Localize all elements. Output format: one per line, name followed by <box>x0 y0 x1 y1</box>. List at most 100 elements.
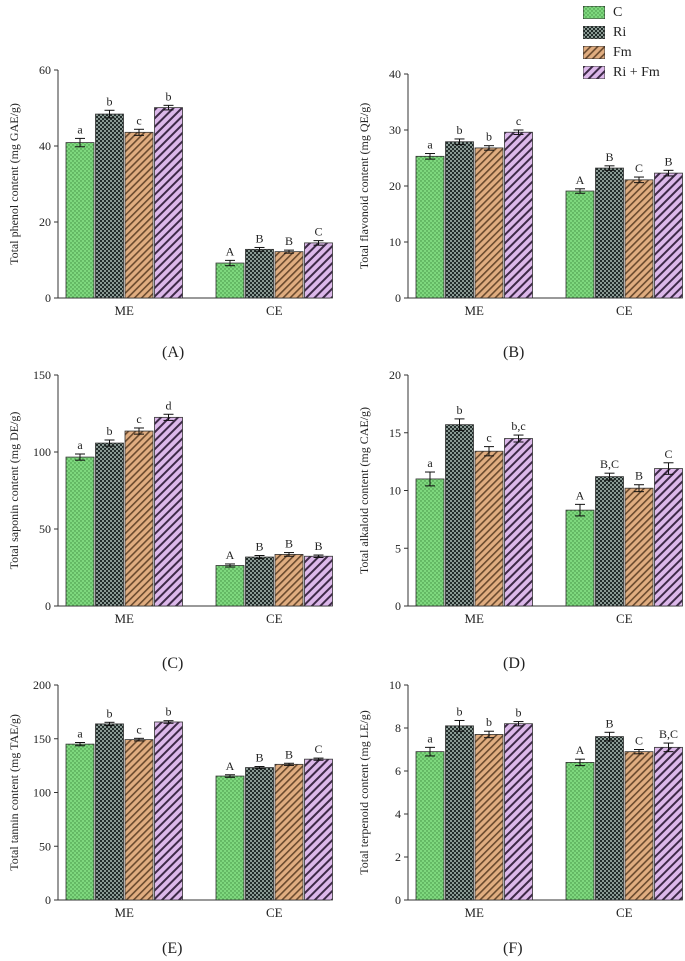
y-tick-label: 20 <box>39 215 51 229</box>
legend-label-c: C <box>613 5 623 20</box>
bar-fm-ce <box>274 554 304 607</box>
y-tick-label: 150 <box>33 368 51 382</box>
y-tick-label: 20 <box>389 179 401 193</box>
category-label: CE <box>616 611 633 626</box>
category-label: ME <box>115 303 135 318</box>
y-tick-label: 10 <box>389 484 401 498</box>
y-tick-label: 10 <box>389 235 401 249</box>
significance-letter: C <box>664 447 672 461</box>
bar-fm-me <box>124 739 154 901</box>
bar-fm-ce <box>274 251 304 299</box>
bar-c-ce <box>215 262 245 299</box>
significance-letter: B <box>255 539 263 553</box>
category-label: ME <box>115 905 135 920</box>
bar-rifm-ce <box>304 555 333 607</box>
category-label: CE <box>616 905 633 920</box>
bar-ri-ce <box>595 736 624 901</box>
legend-label-fm: Fm <box>613 45 632 60</box>
y-tick-label: 40 <box>389 67 401 81</box>
significance-letter: a <box>77 438 83 452</box>
significance-letter: A <box>226 759 235 773</box>
y-tick-label: 100 <box>33 445 51 459</box>
y-tick-label: 0 <box>45 893 51 907</box>
y-tick-label: 40 <box>39 139 51 153</box>
y-tick-label: 20 <box>389 368 401 382</box>
significance-letter: b <box>457 704 463 718</box>
legend-swatch-fm <box>583 46 605 59</box>
panel-label-f: (F) <box>503 940 523 957</box>
bar-fm-ce <box>624 179 654 299</box>
y-axis-title: Total flavonoid content (mg QE/g) <box>357 103 371 269</box>
bar-rifm-me <box>154 721 183 901</box>
y-tick-label: 0 <box>45 291 51 305</box>
category-label: ME <box>465 303 485 318</box>
y-tick-label: 50 <box>39 522 51 536</box>
legend-item-ri: Ri <box>583 24 683 44</box>
panel-label-c: (C) <box>162 655 184 672</box>
significance-letter: b <box>457 403 463 417</box>
bar-fm-me <box>124 131 154 299</box>
significance-letter: c <box>516 114 521 128</box>
y-tick-label: 2 <box>395 850 401 864</box>
significance-letter: B <box>285 747 293 761</box>
legend-item-fm: Fm <box>583 44 683 64</box>
bar-c-ce <box>215 565 245 607</box>
chart-panel-3: 0 50 100 150 Total saponin content (mg DE/g)… <box>7 368 333 626</box>
significance-letter: B,C <box>600 457 619 471</box>
significance-letter: c <box>486 431 491 445</box>
bar-ri-me <box>95 723 124 901</box>
bar-ri-me <box>95 442 124 607</box>
legend-swatch-ri <box>583 26 605 39</box>
bar-fm-me <box>474 147 504 299</box>
y-tick-label: 150 <box>33 732 51 746</box>
bar-ri-ce <box>245 767 274 901</box>
bar-ri-me <box>445 424 474 607</box>
significance-letter: B <box>664 154 672 168</box>
bar-c-me <box>65 142 95 299</box>
bar-fm-me <box>474 734 504 901</box>
bar-c-ce <box>565 762 595 901</box>
bar-c-me <box>65 743 95 901</box>
bar-ri-ce <box>595 167 624 299</box>
bar-c-ce <box>215 775 245 901</box>
category-label: CE <box>266 611 283 626</box>
bar-rifm-me <box>504 438 533 607</box>
significance-letter: C <box>635 734 643 748</box>
significance-letter: d <box>166 398 172 412</box>
bar-c-me <box>415 478 445 607</box>
significance-letter: b <box>107 706 113 720</box>
significance-letter: b <box>166 89 172 103</box>
bar-rifm-ce <box>304 242 333 299</box>
bar-rifm-me <box>154 416 183 607</box>
significance-letter: B,C <box>659 727 678 741</box>
bar-rifm-me <box>154 107 183 299</box>
y-tick-label: 4 <box>395 807 401 821</box>
panel-label-e: (E) <box>162 940 183 957</box>
significance-letter: c <box>136 412 141 426</box>
significance-letter: A <box>576 743 585 757</box>
bar-ri-me <box>445 725 474 901</box>
significance-letter: B <box>314 539 322 553</box>
y-axis-title: Total tannin content (mg TAE/g) <box>7 714 21 871</box>
significance-letter: B <box>635 469 643 483</box>
significance-letter: A <box>576 488 585 502</box>
significance-letter: A <box>226 244 235 258</box>
significance-letter: b <box>457 123 463 137</box>
chart-panel-2: 0 10 20 30 40 Total flavonoid content (mg QE/… <box>357 67 683 318</box>
legend-label-rifm: Ri + Fm <box>613 65 660 80</box>
y-axis-title: Total alkaloid content (mg CAE/g) <box>357 407 371 574</box>
y-tick-label: 100 <box>33 786 51 800</box>
bar-c-me <box>415 751 445 901</box>
legend: C Ri Fm Ri + Fm <box>583 4 683 84</box>
legend-label-ri: Ri <box>613 25 627 40</box>
y-tick-label: 10 <box>389 678 401 692</box>
bar-rifm-me <box>504 131 533 299</box>
significance-letter: C <box>314 225 322 239</box>
bar-ri-me <box>445 141 474 299</box>
bar-c-me <box>415 155 445 299</box>
y-tick-label: 8 <box>395 721 401 735</box>
significance-letter: a <box>427 731 433 745</box>
bar-ri-ce <box>245 556 274 607</box>
significance-letter: c <box>136 722 141 736</box>
bar-rifm-ce <box>654 468 683 607</box>
